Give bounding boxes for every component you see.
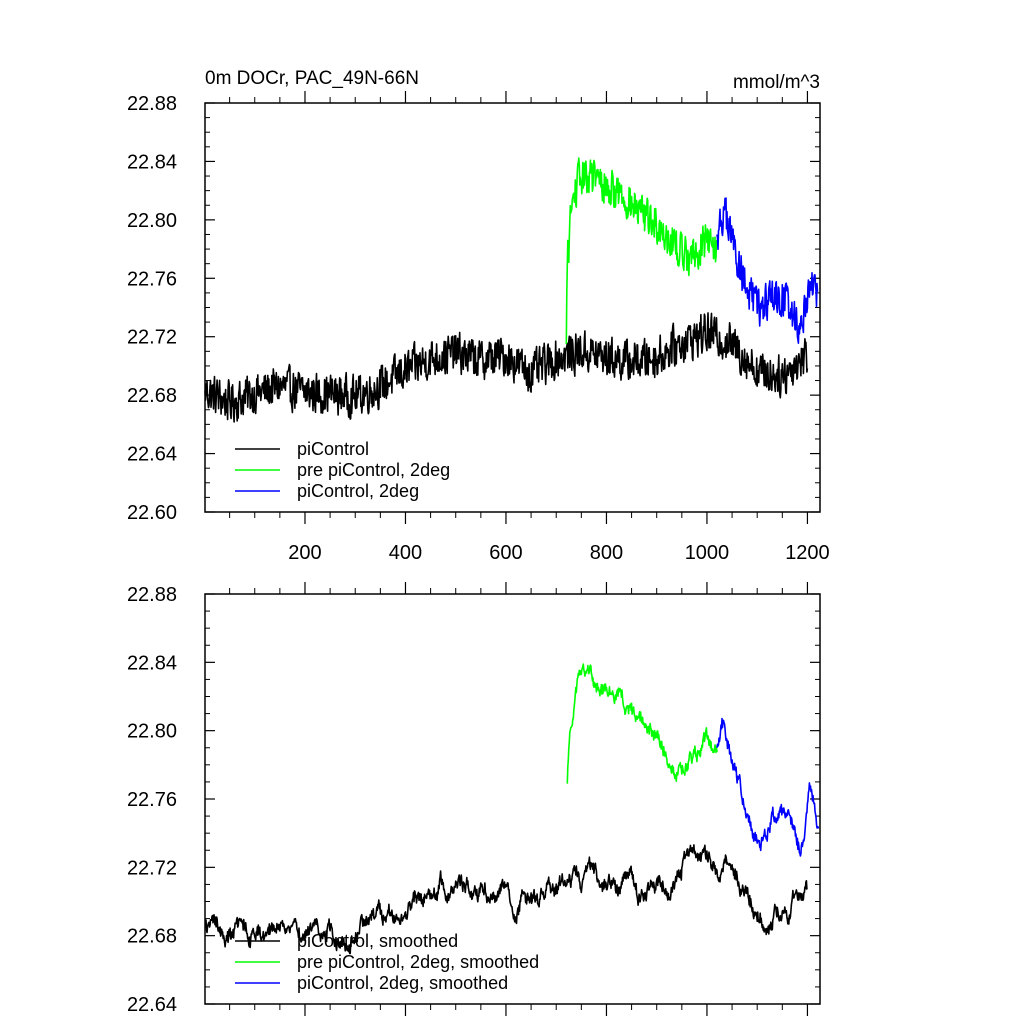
bottom-series-group xyxy=(204,663,820,955)
bottom-panel: 22.64 22.68 22.72 22.76 22.80 22.84 22.88 piCo… xyxy=(127,582,821,1016)
top-ytick-label: 22.80 xyxy=(127,210,177,232)
top-panel: 0m DOCr, PAC_49N-66N mmol/m^3 22.60 22.64… xyxy=(127,68,830,564)
top-series-line-0 xyxy=(204,312,809,423)
bottom-series-line-1 xyxy=(566,663,718,784)
bottom-series-line-2 xyxy=(716,717,820,857)
top-ytick-label: 22.72 xyxy=(127,327,177,349)
top-series-line-1 xyxy=(565,157,718,345)
bottom-ytick-label: 22.84 xyxy=(127,652,177,674)
bottom-axis-ticks: 22.64 22.68 22.72 22.76 22.80 22.84 22.88 xyxy=(127,582,820,1016)
top-ytick-label: 22.76 xyxy=(127,268,177,290)
bottom-legend-label-2: piControl, 2deg, smoothed xyxy=(297,973,508,993)
top-xtick-label: 400 xyxy=(389,542,422,564)
top-ytick-label: 22.84 xyxy=(127,151,177,173)
bottom-legend: piControl, smoothed pre piControl, 2deg,… xyxy=(235,931,539,993)
top-xtick-label: 1000 xyxy=(685,542,730,564)
top-series-group xyxy=(204,157,819,423)
top-ytick-label: 22.64 xyxy=(127,444,177,466)
bottom-ytick-label: 22.88 xyxy=(127,584,177,606)
top-xtick-label: 600 xyxy=(489,542,522,564)
top-axis-ticks: 22.60 22.64 22.68 22.72 22.76 22.80 22.84 22.88… xyxy=(127,91,830,564)
bottom-legend-label-1: pre piControl, 2deg, smoothed xyxy=(297,952,539,972)
top-chart-title: 0m DOCr, PAC_49N-66N xyxy=(205,68,419,89)
bottom-legend-label-0: piControl, smoothed xyxy=(297,931,458,951)
top-chart-units: mmol/m^3 xyxy=(733,72,820,93)
bottom-ytick-label: 22.72 xyxy=(127,857,177,879)
top-xtick-label: 800 xyxy=(590,542,623,564)
bottom-ytick-label: 22.80 xyxy=(127,721,177,743)
top-legend-label-0: piControl xyxy=(297,439,369,459)
top-ytick-label: 22.60 xyxy=(127,502,177,524)
top-legend-label-2: piControl, 2deg xyxy=(297,481,419,501)
top-legend: piControl pre piControl, 2deg piControl,… xyxy=(235,439,450,501)
top-series-line-2 xyxy=(716,197,819,345)
top-xtick-label: 200 xyxy=(288,542,321,564)
top-legend-label-1: pre piControl, 2deg xyxy=(297,460,450,480)
bottom-series-line-0 xyxy=(204,844,808,955)
top-ytick-label: 22.88 xyxy=(127,93,177,115)
top-xtick-label: 1200 xyxy=(785,542,830,564)
bottom-ytick-label: 22.64 xyxy=(127,994,177,1016)
top-ytick-label: 22.68 xyxy=(127,385,177,407)
bottom-ytick-label: 22.68 xyxy=(127,926,177,948)
bottom-ytick-label: 22.76 xyxy=(127,789,177,811)
